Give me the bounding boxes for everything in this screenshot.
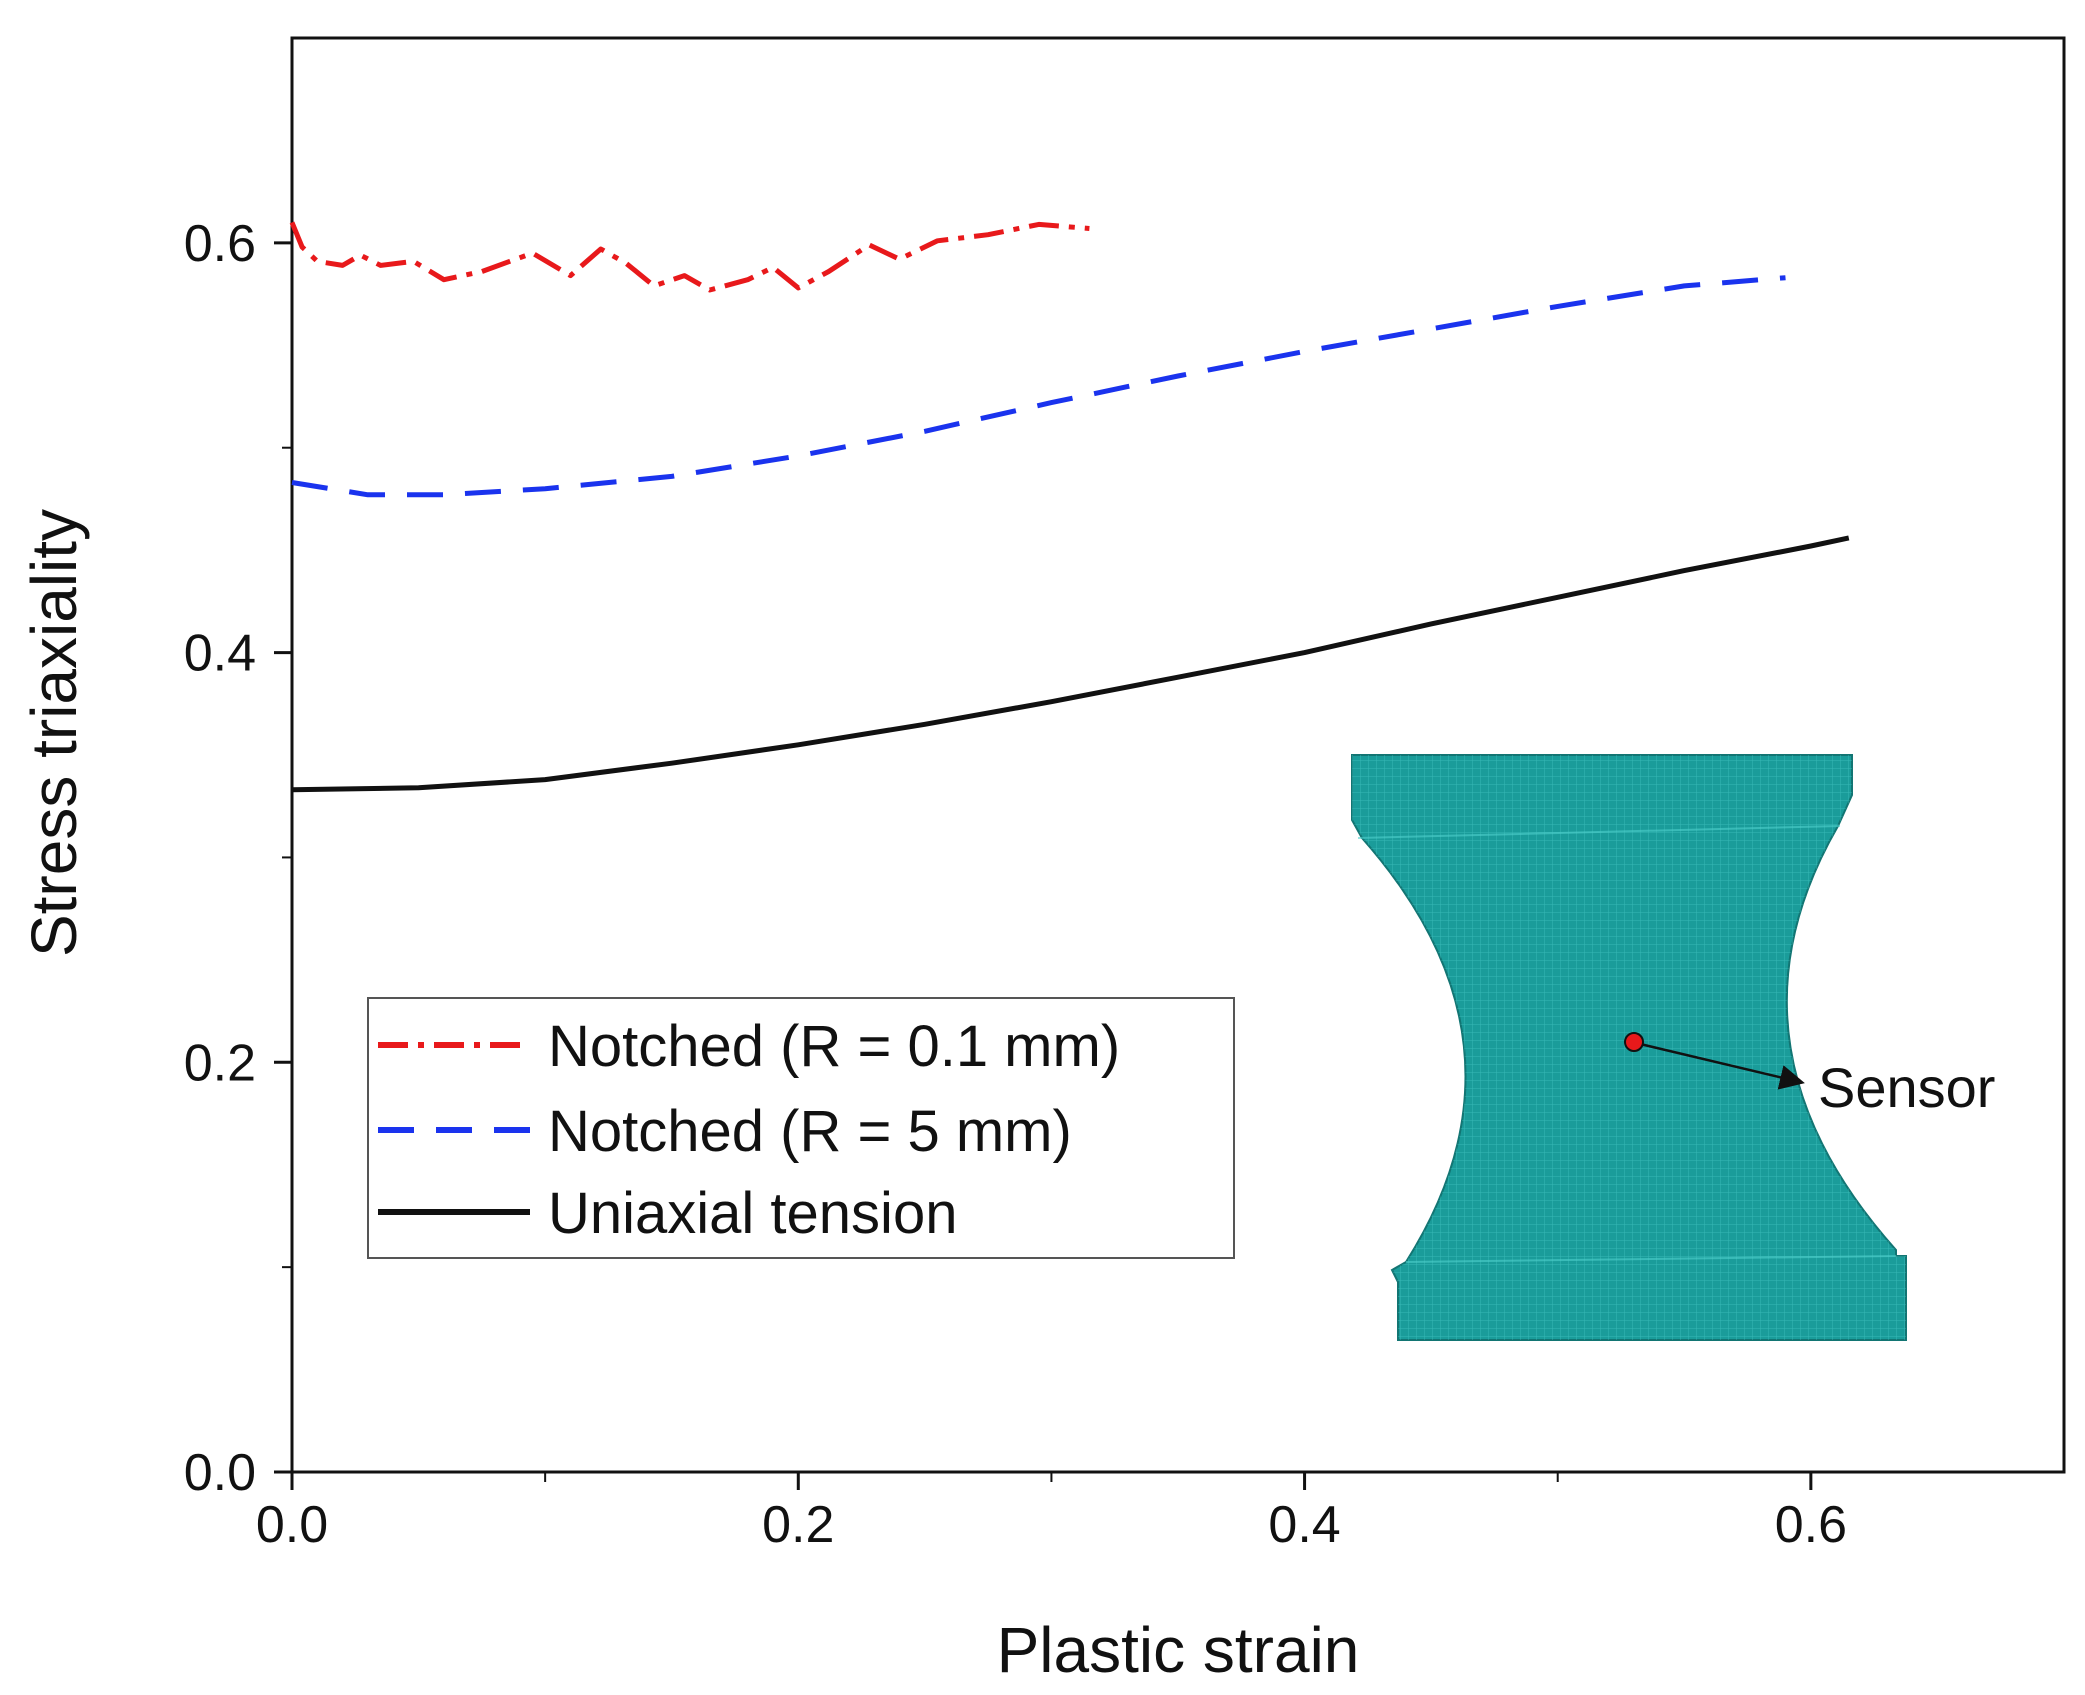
sensor-annotation: Sensor bbox=[1624, 1032, 1995, 1119]
series-line-notched-r-0-1-mm bbox=[289, 221, 1090, 293]
legend-label-notched-r5: Notched (R = 5 mm) bbox=[548, 1099, 1072, 1164]
y-tick-label: 0.4 bbox=[184, 625, 256, 683]
y-tick-label: 0.0 bbox=[184, 1444, 256, 1502]
y-axis-title: Stress triaxiality bbox=[18, 509, 90, 957]
y-tick-label: 0.2 bbox=[184, 1034, 256, 1092]
x-tick-label: 0.2 bbox=[762, 1496, 834, 1554]
series-line-uniaxial-tension bbox=[291, 535, 1850, 793]
x-tick-label: 0.4 bbox=[1268, 1496, 1340, 1554]
series-layer bbox=[289, 221, 1850, 793]
x-tick-label: 0.6 bbox=[1775, 1496, 1847, 1554]
series-line-notched-r-5-mm bbox=[291, 275, 1786, 498]
x-axis: 0.0 0.2 0.4 0.6 bbox=[256, 1472, 1847, 1554]
y-axis: 0.0 0.2 0.4 0.6 bbox=[184, 215, 292, 1502]
legend-label-notched-r01: Notched (R = 0.1 mm) bbox=[548, 1014, 1120, 1079]
sensor-label: Sensor bbox=[1818, 1056, 1995, 1119]
sensor-arrow bbox=[1635, 1041, 1805, 1090]
sensor-dot bbox=[1624, 1032, 1644, 1052]
legend-label-uniaxial: Uniaxial tension bbox=[548, 1181, 957, 1246]
x-axis-title: Plastic strain bbox=[997, 1614, 1360, 1686]
x-tick-label: 0.0 bbox=[256, 1496, 328, 1554]
y-tick-label: 0.6 bbox=[184, 215, 256, 273]
plot-frame bbox=[290, 36, 2066, 1474]
legend: Notched (R = 0.1 mm) Notched (R = 5 mm) … bbox=[367, 997, 1235, 1259]
